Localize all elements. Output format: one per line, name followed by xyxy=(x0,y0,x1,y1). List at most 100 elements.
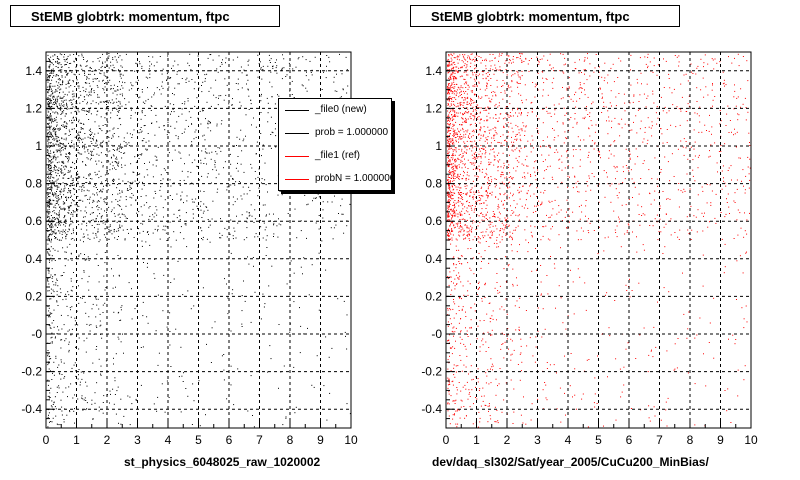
data-point xyxy=(524,84,526,86)
data-point xyxy=(118,422,119,424)
data-point xyxy=(447,187,449,189)
data-point xyxy=(77,178,79,180)
data-point xyxy=(273,213,274,215)
data-point xyxy=(66,94,68,96)
data-point xyxy=(49,181,51,182)
data-point xyxy=(481,219,483,221)
data-point xyxy=(94,78,96,80)
data-point xyxy=(707,63,709,65)
data-point xyxy=(48,397,50,399)
data-point xyxy=(475,106,477,108)
data-point xyxy=(202,110,204,112)
data-point xyxy=(173,182,175,184)
data-point xyxy=(76,174,78,176)
data-point xyxy=(584,116,586,118)
data-point xyxy=(226,236,228,238)
data-point xyxy=(724,85,725,87)
data-point xyxy=(457,365,459,367)
data-point xyxy=(108,238,110,240)
data-point xyxy=(498,234,500,236)
data-point xyxy=(289,68,291,70)
data-point xyxy=(515,134,517,136)
data-point xyxy=(546,399,548,401)
data-point xyxy=(159,89,161,91)
data-point xyxy=(482,71,484,73)
data-point xyxy=(742,169,744,171)
data-point xyxy=(457,158,459,160)
data-point xyxy=(461,214,463,216)
data-point xyxy=(75,66,77,68)
data-point xyxy=(136,305,138,307)
data-point xyxy=(486,109,488,111)
data-point xyxy=(467,69,469,71)
data-point xyxy=(469,140,471,142)
data-point xyxy=(447,215,449,216)
data-point xyxy=(340,96,342,98)
data-point xyxy=(77,196,79,197)
data-point xyxy=(117,193,119,195)
data-point xyxy=(156,121,158,123)
data-point xyxy=(104,228,106,230)
data-point xyxy=(73,364,75,366)
data-point xyxy=(554,113,556,115)
data-point xyxy=(50,125,52,127)
data-point xyxy=(188,154,190,156)
data-point xyxy=(461,338,463,340)
data-point xyxy=(613,155,615,157)
data-point xyxy=(56,141,58,143)
data-point xyxy=(211,151,213,153)
data-point xyxy=(471,228,472,230)
data-point xyxy=(84,110,86,112)
data-point xyxy=(141,112,143,114)
data-point xyxy=(102,53,103,55)
data-point xyxy=(325,77,327,79)
data-point xyxy=(120,341,122,343)
data-point xyxy=(643,327,645,329)
data-point xyxy=(54,129,56,131)
data-point xyxy=(459,112,461,114)
data-point xyxy=(67,192,69,194)
data-point xyxy=(56,138,58,140)
data-point xyxy=(57,197,59,199)
data-point xyxy=(54,236,55,237)
data-point xyxy=(655,112,657,114)
data-point xyxy=(177,136,179,138)
data-point xyxy=(517,126,519,128)
data-point xyxy=(456,389,458,391)
data-point xyxy=(91,225,93,226)
data-point xyxy=(107,218,109,220)
data-point xyxy=(267,65,269,67)
data-point xyxy=(47,104,49,106)
data-point xyxy=(588,218,589,220)
data-point xyxy=(521,75,523,77)
data-point xyxy=(453,168,455,170)
data-point xyxy=(257,76,259,78)
data-point xyxy=(296,237,298,239)
data-point xyxy=(59,98,61,99)
data-point xyxy=(448,284,450,286)
data-point xyxy=(167,55,169,57)
data-point xyxy=(448,127,450,129)
data-point xyxy=(480,107,482,109)
data-point xyxy=(78,96,80,98)
data-point xyxy=(53,326,55,328)
data-point xyxy=(226,283,227,285)
data-point xyxy=(63,174,65,176)
data-point xyxy=(89,66,91,68)
data-point xyxy=(50,337,52,339)
data-point xyxy=(311,384,313,386)
data-point xyxy=(109,169,111,171)
data-point xyxy=(112,287,114,289)
data-point xyxy=(63,59,65,60)
data-point xyxy=(327,201,329,203)
data-point xyxy=(47,123,49,125)
data-point xyxy=(117,164,118,166)
data-point xyxy=(52,64,54,66)
data-point xyxy=(50,298,52,300)
data-point xyxy=(216,125,218,127)
data-point xyxy=(281,67,283,69)
data-point xyxy=(607,74,609,76)
data-point xyxy=(472,135,474,137)
data-point xyxy=(489,231,491,233)
data-point xyxy=(57,172,59,174)
